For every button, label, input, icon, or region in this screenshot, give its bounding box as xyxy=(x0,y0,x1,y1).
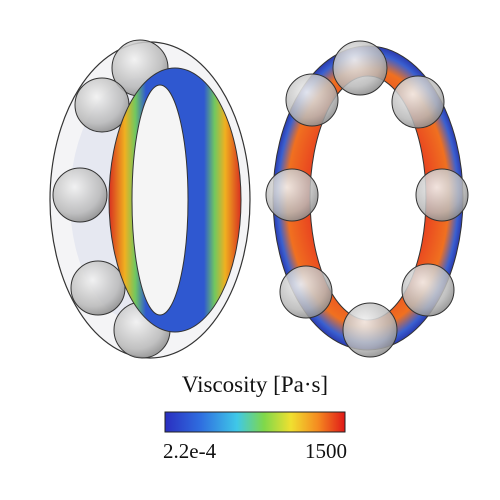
colorbar-title: Viscosity [Pa·s] xyxy=(182,372,328,397)
colorbar-max-label: 1500 xyxy=(305,439,347,463)
colorbar-gradient xyxy=(164,411,346,433)
colorbar: Viscosity [Pa·s] 2.2e-4 1500 xyxy=(163,372,347,463)
left-bearing xyxy=(49,39,251,359)
right-bearing xyxy=(265,40,469,358)
colorbar-min-label: 2.2e-4 xyxy=(163,439,217,463)
